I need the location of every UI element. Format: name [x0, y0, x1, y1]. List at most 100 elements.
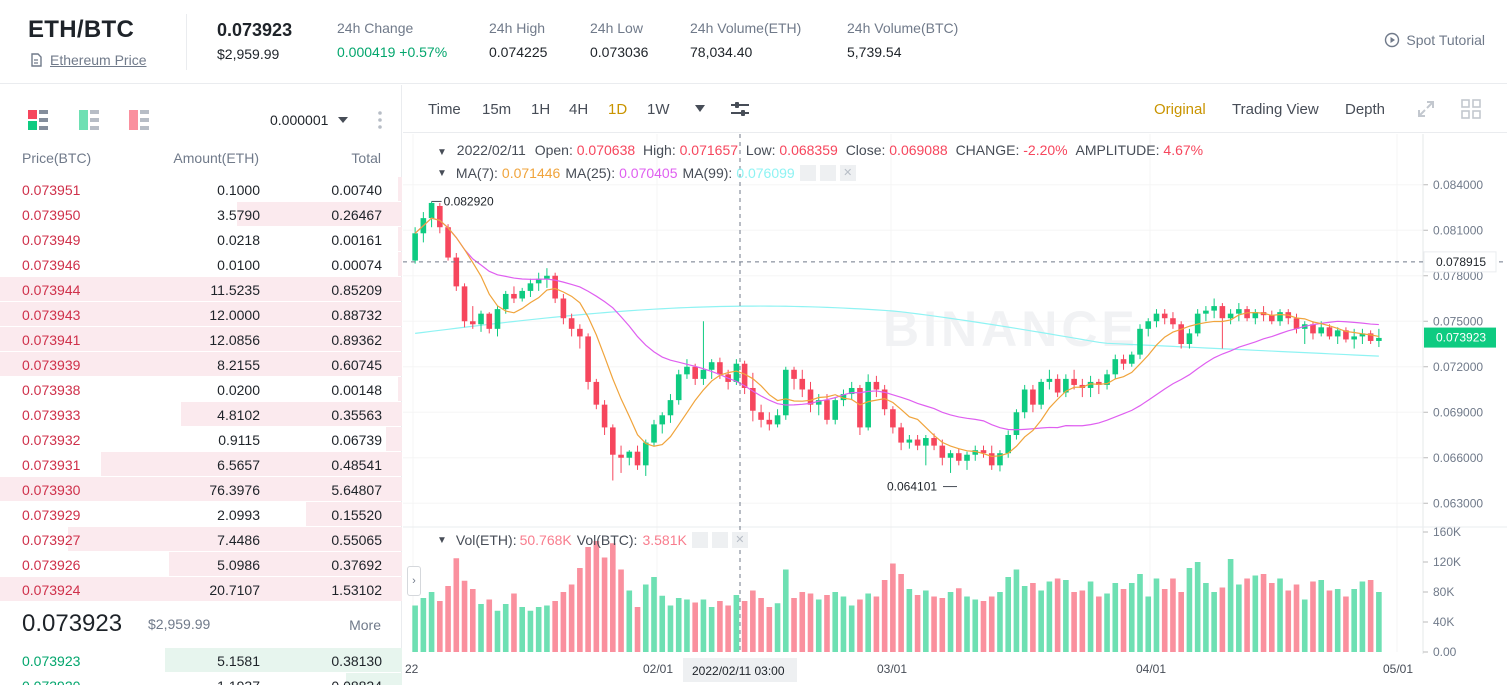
row-total: 0.38130 — [331, 653, 382, 669]
chart-settings-icon[interactable] — [730, 99, 750, 119]
interval-1d[interactable]: 1D — [608, 101, 628, 118]
price-axis: 0.0840000.0810000.0780000.0750000.072000… — [403, 134, 1507, 676]
stat-value: 0.000419 +0.57% — [337, 44, 448, 60]
volume-bar — [593, 541, 600, 652]
stat-24h-volume-eth: 24h Volume(ETH) 78,034.40 — [690, 20, 801, 60]
ethereum-price-link[interactable]: Ethereum Price — [30, 52, 146, 68]
candle-body — [601, 404, 608, 428]
ask-row[interactable]: 0.073927 7.4486 0.55065 — [0, 527, 402, 552]
ask-row[interactable]: 0.073938 0.0200 0.00148 — [0, 377, 402, 402]
candle-body — [857, 387, 863, 428]
depth-bar — [397, 177, 402, 201]
ask-row[interactable]: 0.073943 12.0000 0.88732 — [0, 302, 402, 327]
interval-time[interactable]: Time — [428, 101, 461, 118]
ask-row[interactable]: 0.073933 4.8102 0.35563 — [0, 402, 402, 427]
book-bids-icon[interactable] — [79, 109, 99, 131]
kline-svg[interactable]: BINANCE 0.0840000.0810000.0780000.075000… — [403, 134, 1507, 685]
play-circle-icon — [1385, 32, 1400, 48]
close-icon[interactable]: ✕ — [839, 165, 856, 181]
interval-1h[interactable]: 1H — [531, 101, 551, 118]
candle-body — [1252, 312, 1259, 319]
ma99-path — [415, 305, 1379, 357]
bid-row[interactable]: 0.073920 1.1937 0.08824 — [0, 673, 402, 685]
candle-body — [848, 387, 855, 395]
price-tick-label: 0.081000 — [1433, 223, 1483, 237]
candle-body — [1170, 318, 1176, 325]
ask-row[interactable]: 0.073926 5.0986 0.37692 — [0, 552, 402, 577]
view-trading-view[interactable]: Trading View — [1232, 101, 1319, 118]
candle-body — [453, 257, 460, 287]
book-both-icon[interactable] — [28, 109, 48, 131]
volume-bar — [494, 610, 501, 652]
ask-row[interactable]: 0.073944 11.5235 0.85209 — [0, 277, 402, 302]
depth-bar — [385, 427, 402, 451]
candle-body — [832, 400, 839, 420]
candle-body — [782, 369, 789, 416]
ma25-value: 0.070405 — [619, 165, 678, 181]
info-date: 2022/02/11 — [456, 142, 526, 158]
ask-row[interactable]: 0.073939 8.2155 0.60745 — [0, 352, 402, 377]
ask-row[interactable]: 0.073930 76.3976 5.64807 — [0, 477, 402, 502]
interval-caret-icon[interactable] — [695, 105, 705, 112]
ask-row[interactable]: 0.073941 12.0856 0.89362 — [0, 327, 402, 352]
volume-bar — [1351, 589, 1357, 652]
candle-body — [1211, 306, 1217, 311]
price-tick-label: 0.066000 — [1433, 451, 1483, 465]
volume-bar — [774, 603, 781, 652]
price-tick-label: 0.075000 — [1433, 314, 1483, 328]
close-icon[interactable]: ✕ — [731, 532, 748, 548]
ask-row[interactable]: 0.073931 6.5657 0.48541 — [0, 452, 402, 477]
row-amount: 8.2155 — [217, 357, 260, 373]
spot-tutorial-link[interactable]: Spot Tutorial — [1384, 32, 1485, 48]
ask-row[interactable]: 0.073929 2.0993 0.15520 — [0, 502, 402, 527]
grid-layout-icon[interactable] — [1461, 99, 1481, 119]
header-amount: Amount(ETH) — [173, 150, 259, 166]
kline-chart[interactable]: BINANCE 0.084000 0.081000 0.078000 0.075000… — [403, 134, 1507, 685]
row-amount: 0.0200 — [217, 382, 260, 398]
eye-icon[interactable] — [691, 532, 708, 548]
ethereum-price-label[interactable]: Ethereum Price — [50, 52, 147, 68]
row-price: 0.073944 — [22, 282, 81, 298]
row-total: 0.15520 — [331, 507, 382, 523]
spot-tutorial-label[interactable]: Spot Tutorial — [1406, 32, 1485, 48]
volume-bar — [717, 601, 723, 652]
ask-row[interactable]: 0.073932 0.9115 0.06739 — [0, 427, 402, 452]
bid-row[interactable]: 0.073923 5.1581 0.38130 — [0, 648, 402, 673]
candle-body — [684, 366, 690, 375]
interval-4h[interactable]: 4H — [569, 101, 589, 118]
interval-15m[interactable]: 15m — [482, 101, 512, 118]
precision-value: 0.000001 — [270, 112, 329, 128]
header-price: Price(BTC) — [22, 150, 92, 166]
more-link[interactable]: More — [349, 617, 381, 633]
volume-bar — [486, 599, 493, 652]
collapse-caret-icon[interactable]: ▼ — [437, 534, 447, 546]
ask-row[interactable]: 0.073951 0.1000 0.00740 — [0, 177, 402, 202]
gear-icon[interactable] — [819, 165, 836, 181]
collapse-caret-icon[interactable]: ▼ — [437, 167, 447, 179]
candle-body — [667, 400, 674, 416]
eye-icon[interactable] — [799, 165, 816, 181]
view-original[interactable]: Original — [1154, 101, 1206, 118]
expand-panel-icon[interactable]: › — [407, 566, 421, 596]
ask-row[interactable]: 0.073950 3.5790 0.26467 — [0, 202, 402, 227]
last-price: 0.073923 — [217, 20, 293, 40]
ask-row[interactable]: 0.073924 20.7107 1.53102 — [0, 577, 402, 602]
volume-bar — [1120, 589, 1127, 652]
book-asks-icon[interactable] — [129, 109, 149, 131]
volume-bar — [651, 577, 657, 652]
more-options-icon[interactable] — [378, 110, 382, 130]
collapse-caret-icon[interactable]: ▼ — [437, 147, 447, 158]
interval-1w[interactable]: 1W — [647, 101, 670, 118]
precision-select[interactable]: 0.000001 — [270, 112, 349, 128]
ask-row[interactable]: 0.073946 0.0100 0.00074 — [0, 252, 402, 277]
fullscreen-icon[interactable] — [1416, 99, 1436, 119]
volume-bar — [552, 601, 558, 652]
row-amount: 76.3976 — [209, 482, 260, 498]
view-depth[interactable]: Depth — [1345, 101, 1386, 118]
ask-row[interactable]: 0.073949 0.0218 0.00161 — [0, 227, 402, 252]
stat-value: 0.074225 — [489, 44, 548, 60]
ma-info: ▼ MA(7): 0.071446 MA(25): 0.070405 MA(99… — [437, 165, 856, 181]
price-tick-label: 0.069000 — [1433, 405, 1483, 419]
gear-icon[interactable] — [711, 532, 728, 548]
candle-body — [692, 366, 698, 379]
